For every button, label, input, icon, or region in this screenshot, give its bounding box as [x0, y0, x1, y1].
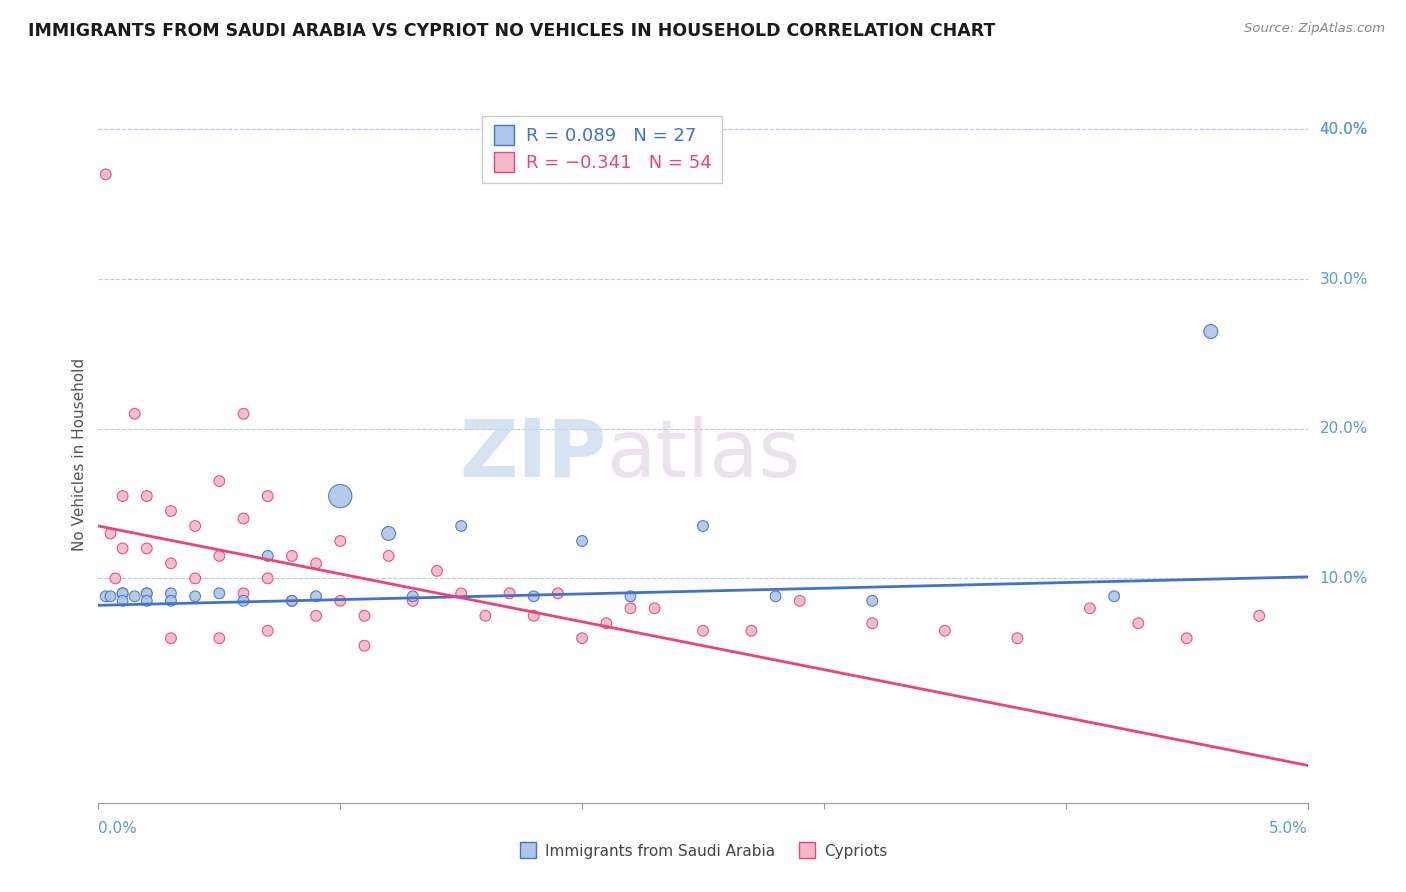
Point: [111, 489, 134, 503]
Point: [305, 590, 328, 604]
Point: [281, 549, 304, 563]
Point: [184, 590, 207, 604]
Point: [104, 571, 127, 585]
Point: [232, 407, 254, 421]
Point: [232, 594, 254, 608]
Point: [523, 608, 546, 623]
Point: [644, 601, 666, 615]
Point: [692, 624, 714, 638]
Point: [377, 526, 399, 541]
Point: [619, 601, 641, 615]
Point: [111, 541, 134, 556]
Point: [1249, 608, 1271, 623]
Point: [329, 594, 352, 608]
Point: [208, 631, 231, 645]
Point: [94, 167, 117, 181]
Point: [208, 474, 231, 488]
Point: [124, 590, 146, 604]
Point: [208, 586, 231, 600]
Point: [281, 594, 304, 608]
Point: [124, 407, 146, 421]
Point: [740, 624, 762, 638]
Point: [860, 594, 883, 608]
Point: [100, 590, 122, 604]
Text: 20.0%: 20.0%: [1320, 421, 1368, 436]
Point: [450, 586, 472, 600]
Point: [281, 594, 304, 608]
Point: [353, 608, 375, 623]
Point: [402, 590, 425, 604]
Point: [135, 594, 157, 608]
Point: [208, 549, 231, 563]
Point: [111, 586, 134, 600]
Point: [498, 586, 520, 600]
Point: [111, 586, 134, 600]
Point: [523, 590, 546, 604]
Point: [426, 564, 449, 578]
Point: [111, 594, 134, 608]
Point: [160, 594, 183, 608]
Point: [135, 541, 157, 556]
Y-axis label: No Vehicles in Household: No Vehicles in Household: [72, 359, 87, 551]
Point: [1078, 601, 1101, 615]
Point: [135, 586, 157, 600]
Point: [450, 519, 472, 533]
Point: [1128, 616, 1150, 631]
Point: [1102, 590, 1125, 604]
Point: [377, 549, 399, 563]
Point: [232, 511, 254, 525]
Point: [256, 624, 278, 638]
Text: IMMIGRANTS FROM SAUDI ARABIA VS CYPRIOT NO VEHICLES IN HOUSEHOLD CORRELATION CHA: IMMIGRANTS FROM SAUDI ARABIA VS CYPRIOT …: [28, 22, 995, 40]
Point: [353, 639, 375, 653]
Point: [305, 608, 328, 623]
Point: [135, 586, 157, 600]
Text: 30.0%: 30.0%: [1320, 271, 1368, 286]
Point: [547, 586, 569, 600]
Point: [94, 590, 117, 604]
Point: [789, 594, 811, 608]
Point: [934, 624, 956, 638]
Point: [256, 571, 278, 585]
Point: [160, 504, 183, 518]
Text: 40.0%: 40.0%: [1320, 122, 1368, 137]
Text: 5.0%: 5.0%: [1268, 821, 1308, 836]
Point: [402, 594, 425, 608]
Point: [619, 590, 641, 604]
Point: [232, 586, 254, 600]
Text: 40.0%: 40.0%: [1320, 122, 1368, 137]
Point: [184, 519, 207, 533]
Point: [329, 533, 352, 548]
Point: [571, 533, 593, 548]
Text: atlas: atlas: [606, 416, 800, 494]
Text: 0.0%: 0.0%: [98, 821, 138, 836]
Point: [160, 631, 183, 645]
Point: [474, 608, 496, 623]
Point: [595, 616, 617, 631]
Point: [256, 489, 278, 503]
Legend: Immigrants from Saudi Arabia, Cypriots: Immigrants from Saudi Arabia, Cypriots: [513, 838, 893, 864]
Point: [160, 586, 183, 600]
Point: [860, 616, 883, 631]
Point: [1199, 325, 1222, 339]
Point: [571, 631, 593, 645]
Point: [305, 557, 328, 571]
Point: [160, 557, 183, 571]
Point: [692, 519, 714, 533]
Point: [256, 549, 278, 563]
Text: Source: ZipAtlas.com: Source: ZipAtlas.com: [1244, 22, 1385, 36]
Point: [329, 489, 352, 503]
Point: [1007, 631, 1029, 645]
Point: [100, 526, 122, 541]
Text: ZIP: ZIP: [458, 416, 606, 494]
Point: [765, 590, 787, 604]
Text: 10.0%: 10.0%: [1320, 571, 1368, 586]
Point: [1175, 631, 1198, 645]
Point: [184, 571, 207, 585]
Point: [135, 489, 157, 503]
